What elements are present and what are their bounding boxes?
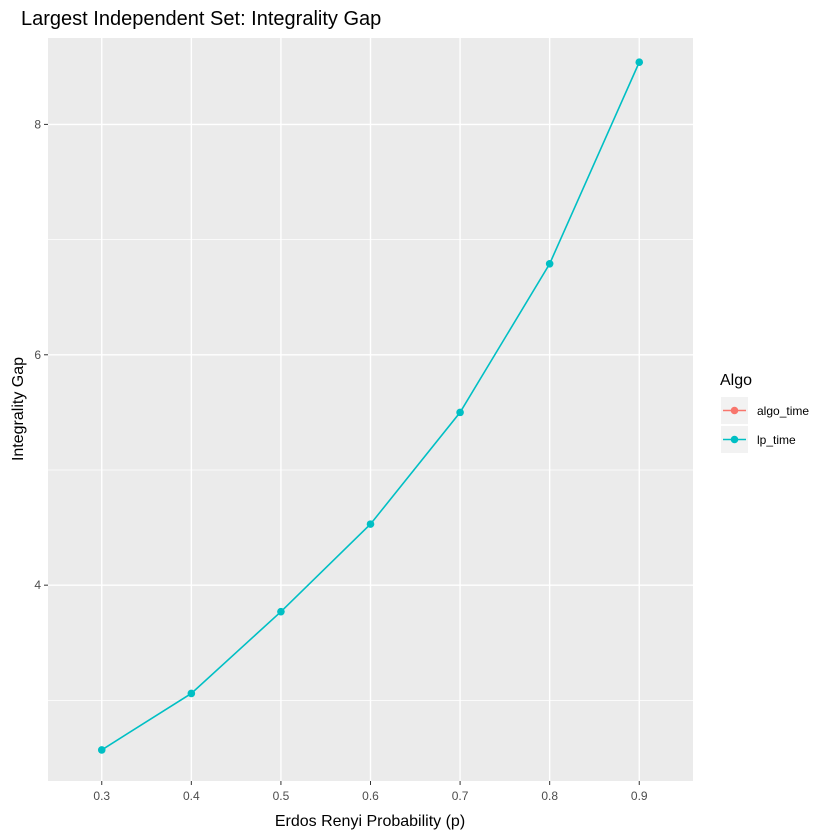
legend-key-point xyxy=(730,435,739,444)
legend: Algo algo_time lp_time xyxy=(720,372,809,453)
data-point-lp_time xyxy=(635,58,644,66)
x-axis-title: Erdos Renyi Probability (p) xyxy=(275,813,465,830)
x-tick-label: 0.8 xyxy=(541,789,558,803)
data-point-lp_time xyxy=(545,259,554,268)
x-tick-label: 0.7 xyxy=(452,789,469,803)
data-point-lp_time xyxy=(187,689,196,698)
legend-key-point xyxy=(730,406,739,415)
x-axis-ticks: 0.3 0.4 0.5 0.6 0.7 0.8 0.9 xyxy=(93,781,648,803)
x-tick-label: 0.4 xyxy=(183,789,200,803)
y-tick-label: 8 xyxy=(34,117,41,131)
legend-items: algo_time lp_time xyxy=(721,397,809,453)
y-axis-ticks: 4 6 8 xyxy=(34,117,48,592)
legend-title: Algo xyxy=(720,372,752,389)
x-tick-label: 0.6 xyxy=(362,789,379,803)
x-tick-label: 0.9 xyxy=(631,789,648,803)
legend-label-algo_time: algo_time xyxy=(757,404,809,418)
series-layer xyxy=(97,58,644,754)
data-point-lp_time xyxy=(277,607,285,616)
x-tick-label: 0.5 xyxy=(273,789,290,803)
y-axis-title: Integrality Gap xyxy=(10,357,27,461)
legend-label-lp_time: lp_time xyxy=(757,433,796,447)
x-tick-label: 0.3 xyxy=(93,789,110,803)
chart-title: Largest Independent Set: Integrality Gap xyxy=(21,8,381,30)
data-point-lp_time xyxy=(97,746,106,754)
y-tick-label: 4 xyxy=(34,578,41,592)
y-tick-label: 6 xyxy=(34,348,41,362)
data-point-lp_time xyxy=(366,520,375,528)
data-point-lp_time xyxy=(456,408,464,417)
